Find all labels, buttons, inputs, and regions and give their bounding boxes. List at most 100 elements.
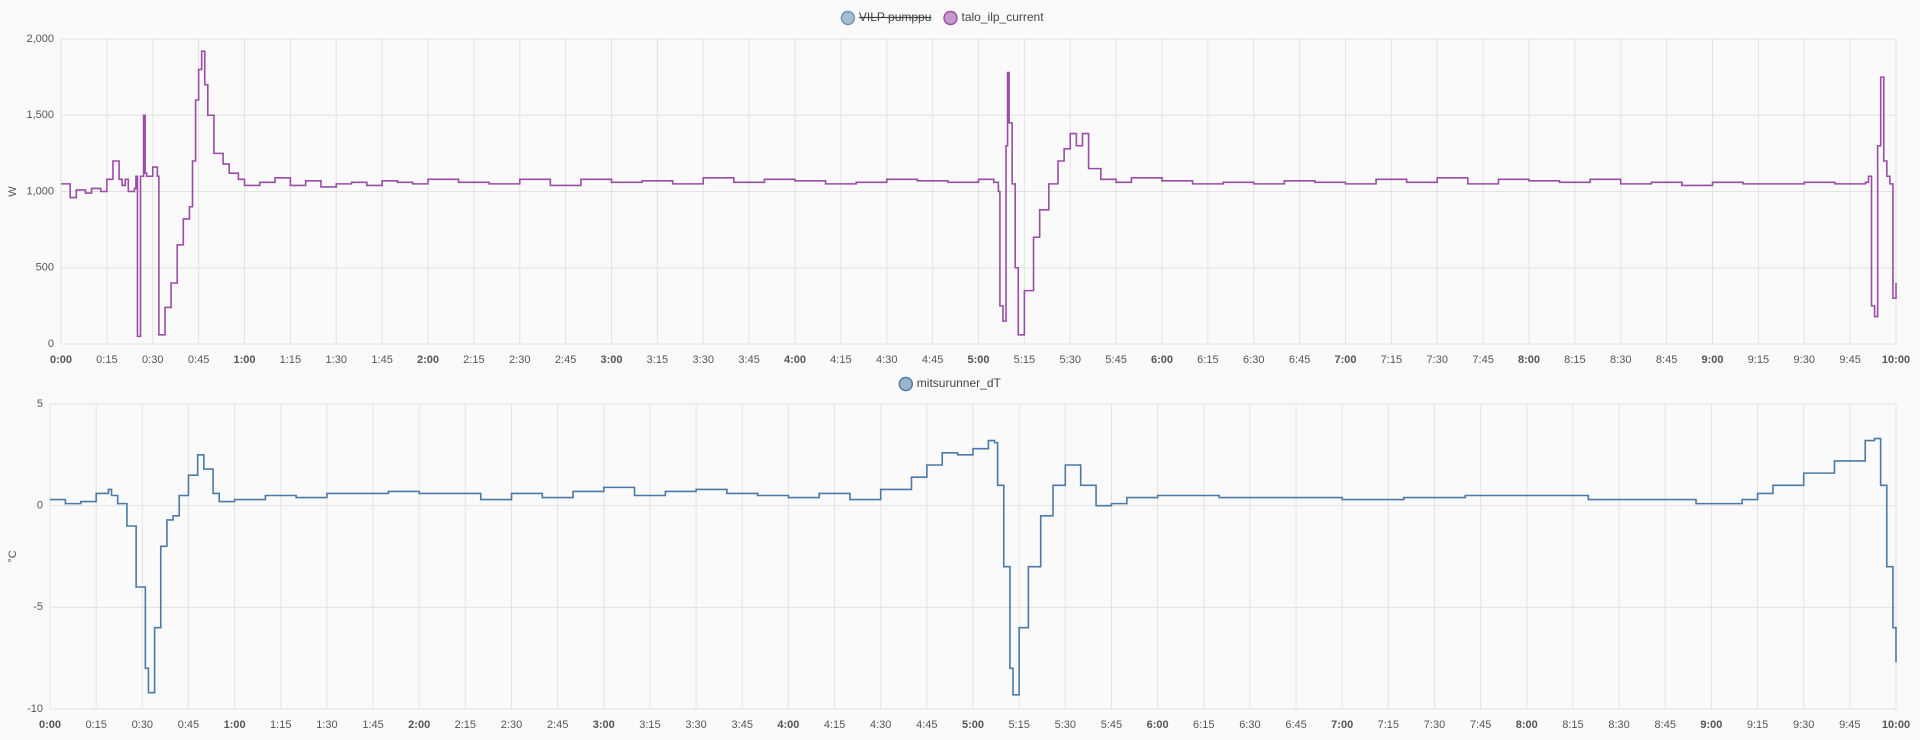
x-tick-label: 8:45 xyxy=(1656,354,1677,366)
legend-swatch[interactable] xyxy=(898,376,913,392)
x-tick-label: 8:00 xyxy=(1518,354,1540,366)
x-tick-label: 6:30 xyxy=(1243,354,1264,366)
y-tick-label: 0 xyxy=(37,500,43,512)
x-tick-label: 0:00 xyxy=(50,354,72,366)
y-axis-label: °C xyxy=(7,550,19,562)
x-tick-label: 0:00 xyxy=(39,719,61,731)
x-tick-label: 1:15 xyxy=(280,354,301,366)
x-tick-label: 4:15 xyxy=(830,354,851,366)
x-tick-label: 0:30 xyxy=(132,719,153,731)
x-tick-label: 2:00 xyxy=(408,719,430,731)
y-tick-label: 500 xyxy=(36,262,54,274)
y-axis-label: W xyxy=(7,186,19,197)
x-tick-label: 6:45 xyxy=(1285,719,1306,731)
x-tick-label: 1:45 xyxy=(371,354,392,366)
y-tick-label: 2,000 xyxy=(26,33,54,45)
x-tick-label: 4:00 xyxy=(784,354,806,366)
x-tick-label: 4:30 xyxy=(870,719,891,731)
x-tick-label: 4:30 xyxy=(876,354,897,366)
x-tick-label: 9:15 xyxy=(1747,719,1768,731)
x-tick-label: 8:15 xyxy=(1562,719,1583,731)
x-tick-label: 3:00 xyxy=(600,354,622,366)
x-tick-label: 3:15 xyxy=(639,719,660,731)
series-line xyxy=(50,437,1897,696)
x-tick-label: 0:45 xyxy=(188,354,209,366)
x-tick-label: 7:45 xyxy=(1470,719,1491,731)
x-tick-label: 7:15 xyxy=(1381,354,1402,366)
x-tick-label: 2:00 xyxy=(417,354,439,366)
x-tick-label: 6:15 xyxy=(1193,719,1214,731)
legend-label[interactable]: VILP pumppu xyxy=(859,10,932,24)
x-tick-label: 9:00 xyxy=(1701,354,1723,366)
x-tick-label: 9:45 xyxy=(1839,719,1860,731)
x-tick-label: 9:15 xyxy=(1748,354,1769,366)
x-tick-label: 9:30 xyxy=(1794,354,1815,366)
x-tick-label: 7:45 xyxy=(1472,354,1493,366)
x-tick-label: 9:45 xyxy=(1839,354,1860,366)
legend-label[interactable]: mitsurunner_dT xyxy=(917,376,1002,390)
x-tick-label: 10:00 xyxy=(1882,354,1910,366)
x-tick-label: 4:15 xyxy=(824,719,845,731)
y-tick-label: 1,000 xyxy=(26,185,54,197)
x-tick-label: 7:30 xyxy=(1424,719,1445,731)
x-tick-label: 5:15 xyxy=(1014,354,1035,366)
x-tick-label: 0:15 xyxy=(85,719,106,731)
x-tick-label: 8:45 xyxy=(1655,719,1676,731)
x-tick-label: 5:15 xyxy=(1008,719,1029,731)
x-tick-label: 1:30 xyxy=(316,719,337,731)
x-tick-label: 3:45 xyxy=(738,354,759,366)
x-tick-label: 6:00 xyxy=(1147,719,1169,731)
x-tick-label: 7:30 xyxy=(1427,354,1448,366)
x-tick-label: 9:00 xyxy=(1700,719,1722,731)
x-tick-label: 4:45 xyxy=(916,719,937,731)
legend-swatch[interactable] xyxy=(943,10,958,26)
y-tick-label: 0 xyxy=(48,338,54,350)
x-tick-label: 8:15 xyxy=(1564,354,1585,366)
x-tick-label: 4:00 xyxy=(777,719,799,731)
x-tick-label: 9:30 xyxy=(1793,719,1814,731)
legend-label[interactable]: talo_ilp_current xyxy=(962,10,1045,24)
x-tick-label: 3:45 xyxy=(732,719,753,731)
x-tick-label: 2:15 xyxy=(455,719,476,731)
x-tick-label: 7:15 xyxy=(1378,719,1399,731)
legend-swatch[interactable] xyxy=(840,10,856,26)
x-tick-label: 8:30 xyxy=(1610,354,1631,366)
x-tick-label: 3:15 xyxy=(647,354,668,366)
x-tick-label: 0:45 xyxy=(178,719,199,731)
x-tick-label: 3:30 xyxy=(693,354,714,366)
x-tick-label: 7:00 xyxy=(1331,719,1353,731)
x-tick-label: 5:45 xyxy=(1105,354,1126,366)
x-tick-label: 0:30 xyxy=(142,354,163,366)
x-tick-label: 4:45 xyxy=(922,354,943,366)
x-tick-label: 1:15 xyxy=(270,719,291,731)
x-tick-label: 2:30 xyxy=(509,354,530,366)
x-tick-label: 5:30 xyxy=(1060,354,1081,366)
x-tick-label: 6:00 xyxy=(1151,354,1173,366)
x-tick-label: 6:15 xyxy=(1197,354,1218,366)
y-tick-label: -5 xyxy=(33,601,43,613)
x-tick-label: 8:00 xyxy=(1516,719,1538,731)
x-tick-label: 7:00 xyxy=(1334,354,1356,366)
x-tick-label: 2:45 xyxy=(555,354,576,366)
x-tick-label: 5:45 xyxy=(1101,719,1122,731)
x-tick-label: 1:30 xyxy=(326,354,347,366)
series-line xyxy=(61,50,1897,338)
x-tick-label: 2:30 xyxy=(501,719,522,731)
x-tick-label: 1:00 xyxy=(233,354,255,366)
y-tick-label: -10 xyxy=(27,703,43,715)
x-tick-label: 6:45 xyxy=(1289,354,1310,366)
x-tick-label: 3:30 xyxy=(685,719,706,731)
x-tick-label: 1:00 xyxy=(224,719,246,731)
x-tick-label: 2:15 xyxy=(463,354,484,366)
y-tick-label: 1,500 xyxy=(26,109,54,121)
x-tick-label: 5:00 xyxy=(967,354,989,366)
x-tick-label: 10:00 xyxy=(1882,719,1910,731)
y-tick-label: 5 xyxy=(37,398,43,410)
x-tick-label: 8:30 xyxy=(1608,719,1629,731)
x-tick-label: 1:45 xyxy=(362,719,383,731)
x-tick-label: 6:30 xyxy=(1239,719,1260,731)
x-tick-label: 3:00 xyxy=(593,719,615,731)
x-tick-label: 5:30 xyxy=(1055,719,1076,731)
